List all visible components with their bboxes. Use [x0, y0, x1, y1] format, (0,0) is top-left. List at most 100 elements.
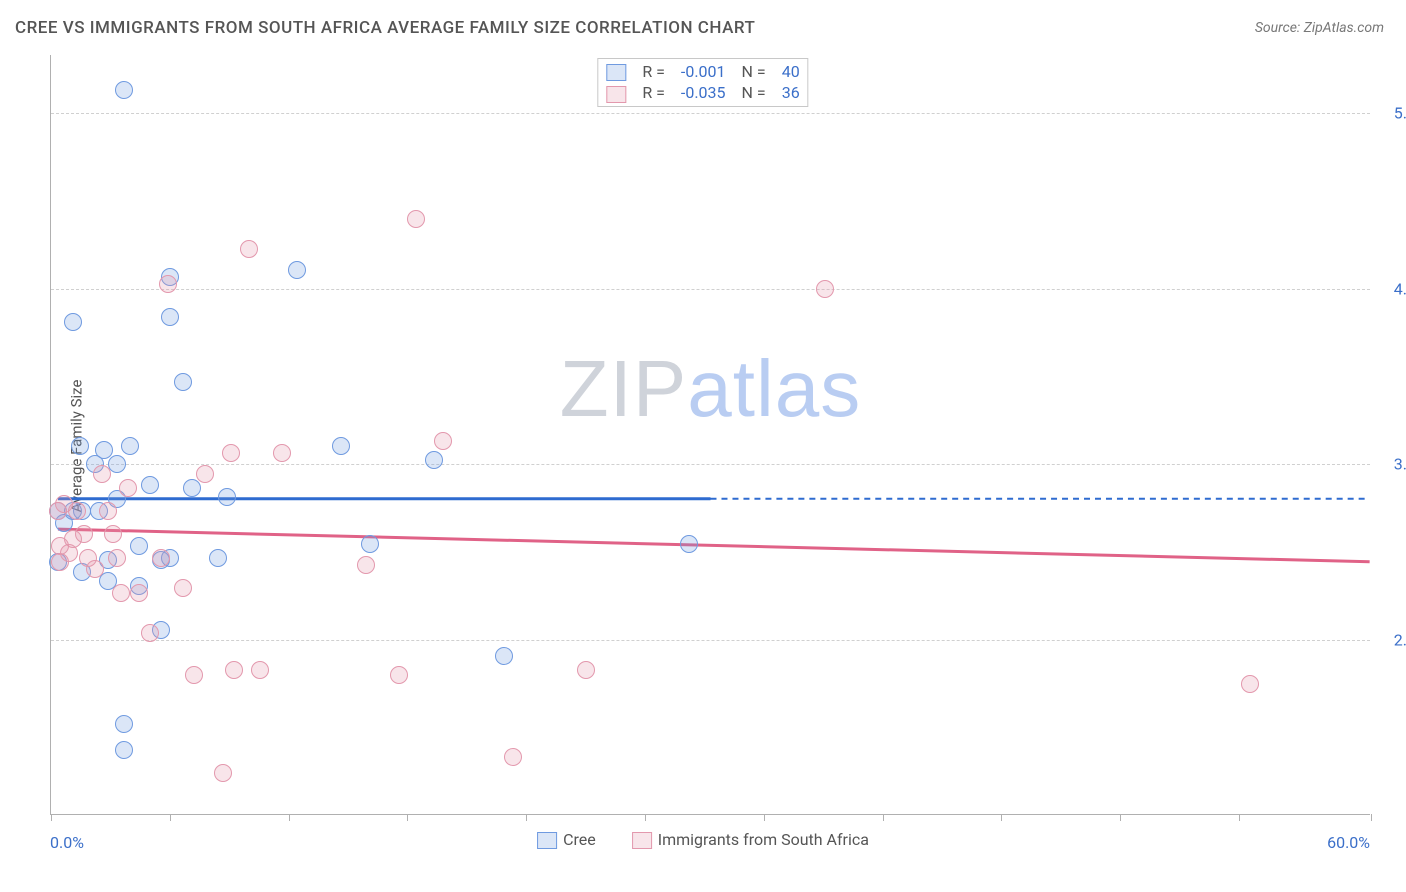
n-value: 36 — [774, 82, 808, 103]
scatter-point — [174, 373, 192, 391]
x-tick — [170, 814, 171, 821]
scatter-point — [64, 313, 82, 331]
scatter-point — [407, 210, 425, 228]
gridline — [51, 113, 1370, 114]
series-legend: Cree Immigrants from South Africa — [519, 830, 887, 849]
n-label: N = — [734, 82, 774, 103]
scatter-point — [141, 624, 159, 642]
scatter-point — [161, 308, 179, 326]
legend-label: Cree — [563, 830, 596, 849]
stats-legend-row: R =-0.035N =36 — [598, 82, 807, 103]
x-tick — [407, 814, 408, 821]
x-tick — [1001, 814, 1002, 821]
scatter-point — [495, 647, 513, 665]
scatter-point — [425, 451, 443, 469]
legend-item: Immigrants from South Africa — [632, 830, 869, 849]
x-tick — [645, 814, 646, 821]
stats-legend-row: R =-0.001N =40 — [598, 61, 807, 82]
legend-label: Immigrants from South Africa — [658, 830, 869, 849]
y-tick-label: 5.00 — [1394, 104, 1406, 123]
scatter-point — [222, 444, 240, 462]
stats-legend: R =-0.001N =40R =-0.035N =36 — [597, 58, 808, 107]
scatter-point — [209, 549, 227, 567]
x-axis-min-label: 0.0% — [50, 833, 84, 852]
scatter-point — [434, 432, 452, 450]
scatter-point — [504, 748, 522, 766]
scatter-point — [183, 479, 201, 497]
watermark-part2: atlas — [687, 344, 861, 433]
legend-swatch — [606, 86, 626, 103]
scatter-point — [141, 476, 159, 494]
scatter-point — [273, 444, 291, 462]
scatter-point — [251, 661, 269, 679]
gridline — [51, 464, 1370, 465]
scatter-point — [130, 537, 148, 555]
legend-swatch — [632, 832, 652, 849]
scatter-point — [577, 661, 595, 679]
legend-item: Cree — [537, 830, 596, 849]
x-tick — [526, 814, 527, 821]
scatter-point — [288, 261, 306, 279]
x-tick — [289, 814, 290, 821]
x-tick — [51, 814, 52, 821]
scatter-point — [332, 437, 350, 455]
scatter-point — [104, 525, 122, 543]
n-value: 40 — [774, 61, 808, 82]
r-value: -0.035 — [673, 82, 734, 103]
scatter-point — [108, 549, 126, 567]
x-tick — [1239, 814, 1240, 821]
r-value: -0.001 — [673, 61, 734, 82]
trend-line-solid — [58, 529, 1370, 562]
gridline — [51, 640, 1370, 641]
scatter-point — [174, 579, 192, 597]
trend-lines-svg — [51, 55, 1370, 814]
chart-title: CREE VS IMMIGRANTS FROM SOUTH AFRICA AVE… — [15, 18, 755, 38]
x-tick — [764, 814, 765, 821]
watermark: ZIPatlas — [560, 343, 861, 435]
scatter-point — [225, 661, 243, 679]
scatter-point — [75, 525, 93, 543]
scatter-point — [152, 549, 170, 567]
x-tick — [883, 814, 884, 821]
r-label: R = — [634, 82, 673, 103]
r-label: R = — [634, 61, 673, 82]
scatter-point — [108, 455, 126, 473]
x-tick — [1120, 814, 1121, 821]
x-tick — [1371, 814, 1372, 821]
scatter-point — [115, 741, 133, 759]
legend-swatch — [537, 832, 557, 849]
scatter-point — [71, 437, 89, 455]
scatter-point — [218, 488, 236, 506]
scatter-point — [112, 584, 130, 602]
y-tick-label: 4.25 — [1394, 279, 1406, 298]
n-label: N = — [734, 61, 774, 82]
scatter-point — [361, 535, 379, 553]
source-attribution: Source: ZipAtlas.com — [1255, 20, 1384, 36]
source-name: ZipAtlas.com — [1304, 20, 1384, 36]
scatter-point — [119, 479, 137, 497]
x-axis-max-label: 60.0% — [1327, 833, 1370, 852]
y-tick-label: 2.75 — [1394, 630, 1406, 649]
scatter-point — [816, 280, 834, 298]
scatter-point — [159, 275, 177, 293]
scatter-point — [121, 437, 139, 455]
scatter-point — [115, 715, 133, 733]
watermark-part1: ZIP — [560, 344, 687, 433]
scatter-plot: ZIPatlas 2.753.504.255.00 — [50, 55, 1370, 815]
scatter-point — [390, 666, 408, 684]
scatter-point — [214, 764, 232, 782]
scatter-point — [115, 81, 133, 99]
scatter-point — [1241, 675, 1259, 693]
scatter-point — [93, 465, 111, 483]
scatter-point — [680, 535, 698, 553]
scatter-point — [357, 556, 375, 574]
scatter-point — [130, 584, 148, 602]
scatter-point — [99, 502, 117, 520]
scatter-point — [68, 502, 86, 520]
scatter-point — [86, 560, 104, 578]
scatter-point — [185, 666, 203, 684]
source-prefix: Source: — [1255, 20, 1304, 36]
legend-swatch — [606, 64, 626, 81]
scatter-point — [196, 465, 214, 483]
y-tick-label: 3.50 — [1394, 455, 1406, 474]
